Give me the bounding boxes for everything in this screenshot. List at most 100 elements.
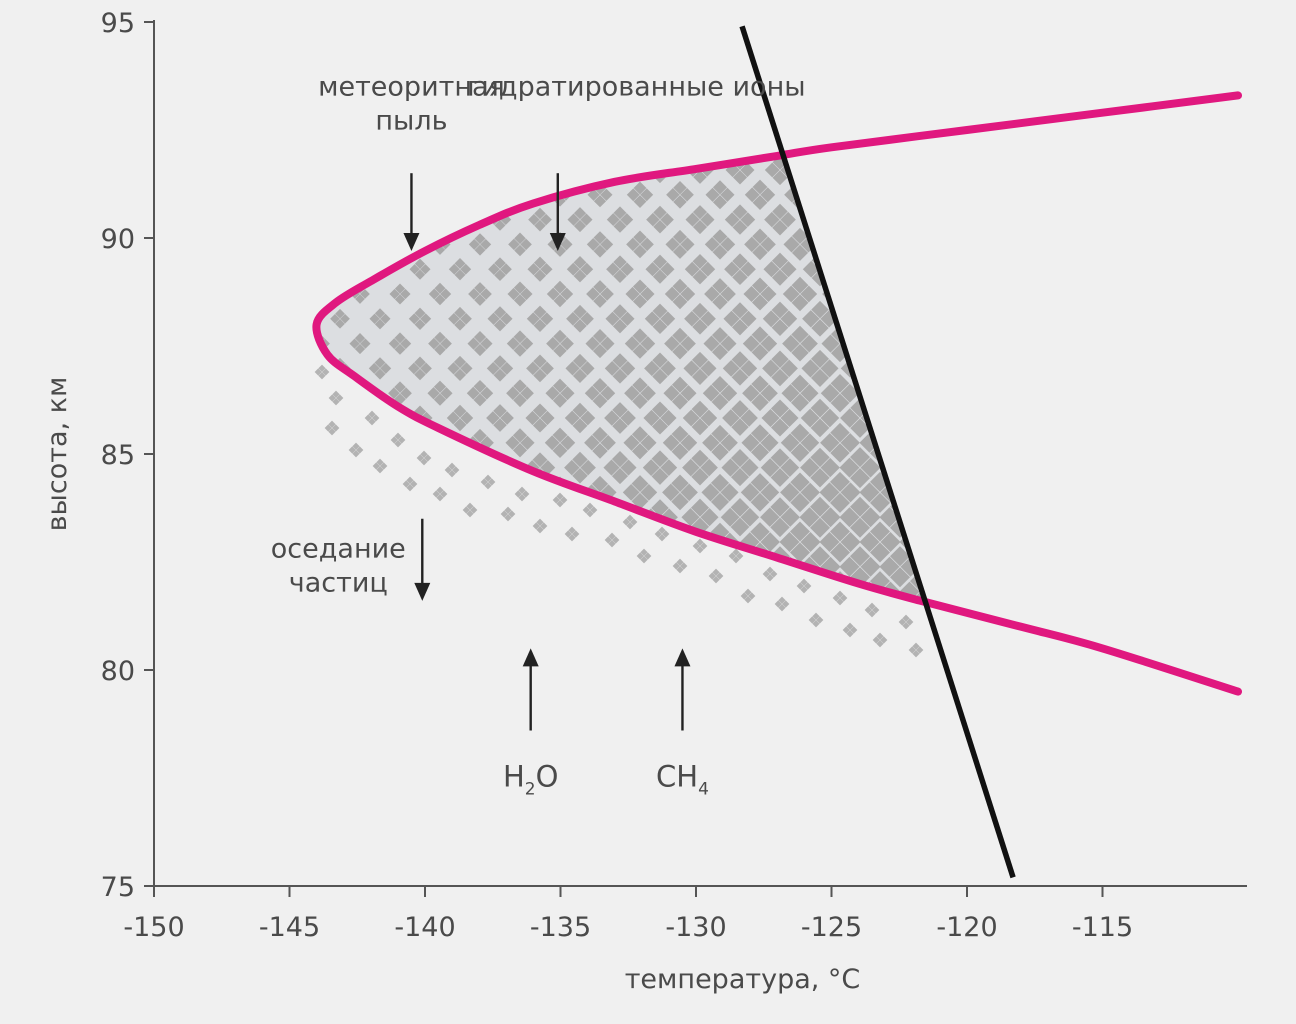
pattern-diamond [486,361,500,375]
pattern-diamond [721,458,740,477]
pattern-diamond [603,459,620,476]
pattern-diamond [791,325,809,344]
pattern-diamond [564,459,580,476]
pattern-diamond [508,510,516,518]
pattern-diamond [770,418,790,437]
pattern-diamond [494,219,506,231]
pattern-diamond [390,436,398,444]
pattern-diamond [760,433,779,452]
pattern-diamond [684,261,700,277]
pattern-diamond [566,312,580,326]
pattern-diamond [800,408,820,428]
pattern-diamond [760,285,777,303]
pattern-diamond [520,435,535,450]
pattern-diamond [332,424,340,432]
pattern-diamond [467,337,480,350]
pattern-diamond [587,188,600,201]
pattern-diamond [630,518,638,526]
pattern-diamond [730,449,750,468]
pattern-diamond [782,334,800,353]
pattern-diamond [720,335,737,352]
pattern-diamond [732,204,748,220]
pattern-diamond [790,393,810,412]
pattern-diamond [770,448,790,468]
pattern-diamond [376,466,384,474]
pattern-diamond [533,319,547,333]
pattern-diamond [586,237,600,251]
pattern-diamond [400,387,412,399]
pattern-diamond [720,384,738,402]
pattern-diamond [466,510,474,518]
pattern-diamond [850,447,870,468]
pattern-diamond [604,536,612,544]
pattern-diamond [800,384,819,403]
pattern-diamond [676,558,684,566]
pattern-diamond [335,308,345,319]
pattern-diamond [454,319,466,331]
pattern-diamond [324,424,332,432]
pattern-diamond [804,582,812,590]
pattern-diamond [830,443,850,463]
pattern-diamond [663,385,680,402]
pattern-diamond [572,418,588,434]
pattern-diamond [830,422,850,443]
pattern-diamond [800,586,808,594]
pattern-diamond [556,492,564,500]
pattern-diamond [850,496,870,517]
pattern-diamond [760,236,776,253]
pattern-diamond [593,231,607,245]
pattern-diamond [504,514,512,522]
pattern-diamond [470,506,478,514]
pattern-diamond [452,466,460,474]
pattern-diamond [389,288,400,300]
pattern-diamond [400,338,412,350]
pattern-diamond [820,507,841,528]
pattern-diamond [631,426,649,443]
pattern-diamond [790,374,810,393]
pattern-diamond [810,447,830,468]
pattern-diamond [840,532,861,552]
pattern-diamond [790,521,810,542]
pattern-diamond [410,480,418,488]
pattern-diamond [572,353,588,369]
pattern-diamond [790,472,810,492]
pattern-diamond [488,478,496,486]
pattern-diamond [645,262,660,277]
pattern-diamond [400,288,411,300]
pattern-diamond [870,492,890,513]
pattern-diamond [770,517,790,538]
pattern-diamond [692,302,708,319]
pattern-diamond [750,424,770,443]
pattern-diamond [374,308,386,319]
pattern-diamond [414,258,426,269]
pattern-diamond [372,462,380,470]
pattern-diamond [640,286,655,302]
pattern-diamond [782,600,790,608]
pattern-diamond [368,418,376,426]
pattern-diamond [712,195,728,210]
pattern-diamond [832,594,840,602]
pattern-diamond [850,418,870,438]
pattern-diamond [778,596,786,604]
pattern-diamond [771,252,789,269]
pattern-diamond [816,616,824,624]
pattern-diamond [600,188,613,201]
pattern-diamond [770,497,790,517]
pattern-diamond [536,518,544,526]
pattern-diamond [750,522,770,542]
pattern-diamond [680,385,697,402]
pattern-diamond [868,602,876,610]
pattern-diamond [691,449,709,468]
pattern-diamond [552,496,560,504]
pattern-diamond [744,596,752,604]
pattern-diamond [394,294,406,305]
pattern-diamond [444,466,452,474]
pattern-diamond [572,368,588,383]
pattern-diamond [356,446,364,454]
pattern-diamond [800,457,820,478]
pattern-diamond [406,484,414,492]
pattern-diamond [836,598,844,606]
pattern-diamond [626,522,634,530]
pattern-diamond [631,492,649,510]
pattern-diamond [582,506,590,514]
